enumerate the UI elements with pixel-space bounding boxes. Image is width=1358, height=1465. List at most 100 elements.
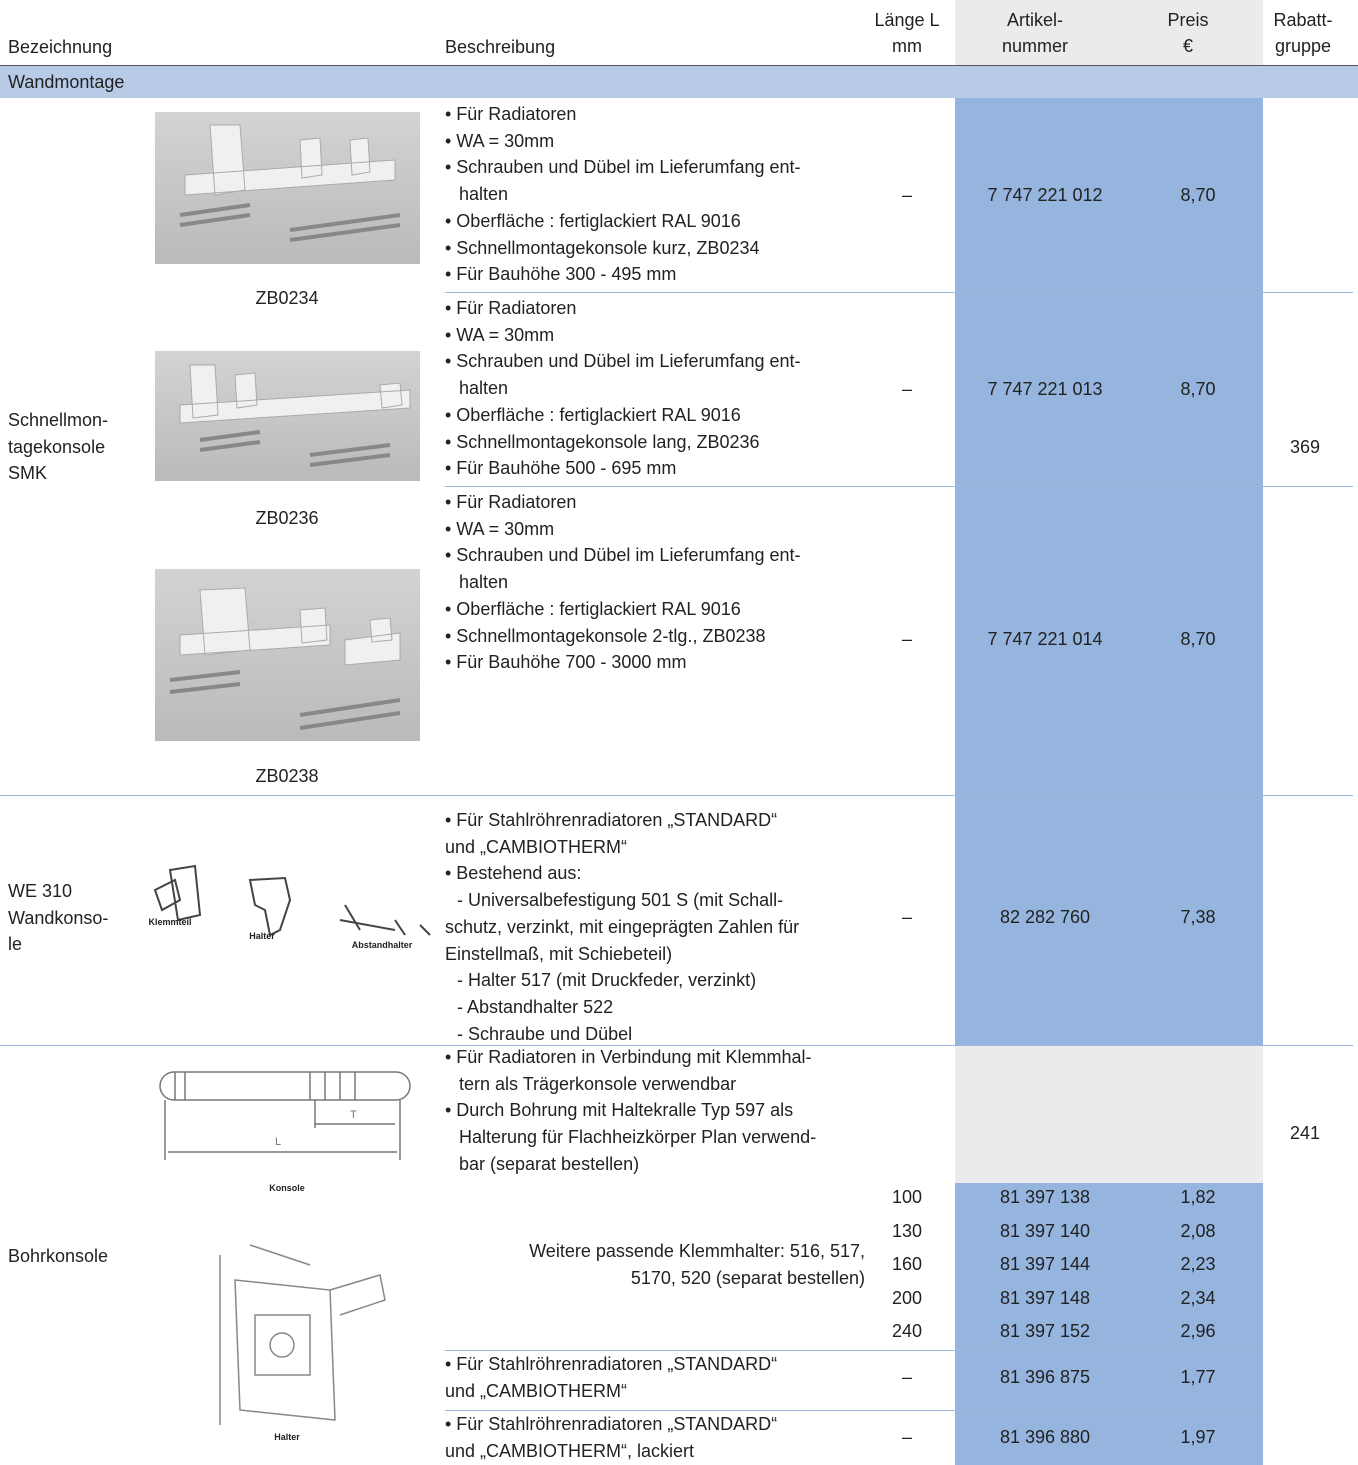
column-header: Rabatt- xyxy=(1273,10,1333,30)
article-number: 81 397 140 xyxy=(999,1220,1091,1241)
photo-zb0234 xyxy=(155,112,420,264)
column-header: € xyxy=(1182,36,1194,56)
price: 2,08 xyxy=(1180,1220,1216,1241)
discount-group: 369 xyxy=(1289,437,1321,457)
row-rule xyxy=(0,795,1353,796)
article-number: 7 747 221 014 xyxy=(987,629,1103,649)
length: 240 xyxy=(891,1321,923,1341)
article-number: 81 397 148 xyxy=(999,1287,1091,1308)
column-header: Artikel- xyxy=(1006,10,1064,30)
discount-group: 241 xyxy=(1289,1123,1321,1143)
column-header: nummer xyxy=(1001,36,1069,56)
description-line: - Abstandhalter 522 xyxy=(457,996,614,1017)
designation: SMK xyxy=(8,463,48,484)
image-caption: Halter xyxy=(249,931,275,941)
description-line: • Für Stahlröhrenradiatoren „STANDARD“ xyxy=(445,810,778,830)
designation: Wandkonso- xyxy=(8,907,109,928)
article-number: 81 396 880 xyxy=(999,1427,1091,1447)
section-title: Wandmontage xyxy=(8,72,125,92)
price: 1,82 xyxy=(1180,1187,1216,1207)
description-line: halten xyxy=(459,378,509,399)
image-caption: Klemmteil xyxy=(148,917,192,927)
description-line: • Für Bauhöhe 700 - 3000 mm xyxy=(445,652,687,673)
column-header: Länge L xyxy=(874,10,940,30)
description-line: • Bestehend aus: xyxy=(445,863,582,884)
designation: tagekonsole xyxy=(8,436,106,457)
length: 100 xyxy=(891,1187,923,1207)
description-line: halten xyxy=(459,572,509,593)
description-line: • Für Radiatoren xyxy=(445,104,577,124)
description-line: halten xyxy=(459,184,509,205)
description-line: bar (separat bestellen) xyxy=(459,1153,640,1174)
row-rule xyxy=(0,1045,1353,1046)
image-caption: ZB0236 xyxy=(255,508,319,528)
description-line: Einstellmaß, mit Schiebeteil) xyxy=(445,943,673,964)
drawing-we310 xyxy=(153,864,431,937)
length: – xyxy=(901,185,913,205)
designation: le xyxy=(8,934,23,955)
price: 1,97 xyxy=(1180,1427,1216,1447)
article-number: 81 397 144 xyxy=(999,1254,1091,1274)
drawing-konsole: L T xyxy=(159,1071,411,1160)
description-line: tern als Trägerkonsole verwendbar xyxy=(459,1073,737,1094)
description-line: und „CAMBIOTHERM“ xyxy=(445,836,628,857)
description-line: - Schraube und Dübel xyxy=(457,1023,633,1044)
column-header: Preis xyxy=(1167,10,1209,30)
description-line: • Oberfläche : fertiglackiert RAL 9016 xyxy=(445,210,741,231)
photo-zb0238 xyxy=(155,569,420,741)
description-line: • WA = 30mm xyxy=(445,324,555,345)
description-line: und „CAMBIOTHERM“ xyxy=(445,1380,628,1401)
blue-column xyxy=(955,98,1263,795)
header-rule xyxy=(0,65,1358,66)
blue-column xyxy=(955,796,1263,1045)
note-line: Weitere passende Klemmhalter: 516, 517, xyxy=(529,1241,865,1261)
description-line: • Für Bauhöhe 500 - 695 mm xyxy=(445,458,677,479)
length: – xyxy=(901,629,913,649)
image-caption: ZB0234 xyxy=(255,288,319,308)
price: 8,70 xyxy=(1180,379,1216,399)
image-caption: ZB0238 xyxy=(255,766,319,786)
article-number: 7 747 221 013 xyxy=(987,379,1103,399)
description-line: • Schnellmontagekonsole 2-tlg., ZB0238 xyxy=(445,625,766,646)
description-line: • Schrauben und Dübel im Lieferumfang en… xyxy=(445,157,801,178)
article-number: 81 397 138 xyxy=(999,1187,1091,1207)
price: 7,38 xyxy=(1180,907,1216,927)
description-line: • Oberfläche : fertiglackiert RAL 9016 xyxy=(445,404,741,425)
column-header: Bezeichnung xyxy=(8,37,113,57)
article-number: 82 282 760 xyxy=(999,907,1091,927)
length: – xyxy=(901,1367,913,1387)
description-line: • Oberfläche : fertiglackiert RAL 9016 xyxy=(445,598,741,619)
description-line: Halterung für Flachheizkörper Plan verwe… xyxy=(459,1127,817,1148)
price: 1,77 xyxy=(1180,1367,1216,1387)
description-line: • WA = 30mm xyxy=(445,518,555,539)
gray-cell xyxy=(955,1046,1263,1183)
length: – xyxy=(901,1427,913,1447)
description-line: schutz, verzinkt, mit eingeprägten Zahle… xyxy=(445,916,800,937)
section-bar xyxy=(0,66,1358,98)
description-line: • Für Radiatoren xyxy=(445,492,577,512)
price: 8,70 xyxy=(1180,629,1216,649)
designation: Bohrkonsole xyxy=(8,1246,109,1266)
price: 8,70 xyxy=(1180,185,1216,205)
drawing-halter xyxy=(219,1244,386,1425)
article-number: 7 747 221 012 xyxy=(987,185,1103,205)
column-header: mm xyxy=(892,36,922,56)
article-number: 81 396 875 xyxy=(999,1367,1091,1387)
price: 2,96 xyxy=(1180,1321,1216,1341)
row-rule xyxy=(445,1410,1263,1411)
blue-column xyxy=(955,1183,1263,1465)
description-line: • Schnellmontagekonsole lang, ZB0236 xyxy=(445,431,760,452)
column-header: gruppe xyxy=(1274,36,1332,56)
price: 2,23 xyxy=(1180,1254,1216,1274)
row-rule xyxy=(445,1350,1263,1351)
description-line: • Für Radiatoren in Verbindung mit Klemm… xyxy=(445,1047,812,1067)
svg-text:L: L xyxy=(275,1136,281,1148)
row-rule xyxy=(445,486,1353,487)
designation: WE 310 xyxy=(8,881,73,901)
description-line: - Universalbefestigung 501 S (mit Schall… xyxy=(457,890,784,911)
length: 130 xyxy=(891,1220,923,1241)
column-header: Beschreibung xyxy=(445,37,556,57)
length: – xyxy=(901,379,913,399)
description-line: • Schrauben und Dübel im Lieferumfang en… xyxy=(445,545,801,566)
